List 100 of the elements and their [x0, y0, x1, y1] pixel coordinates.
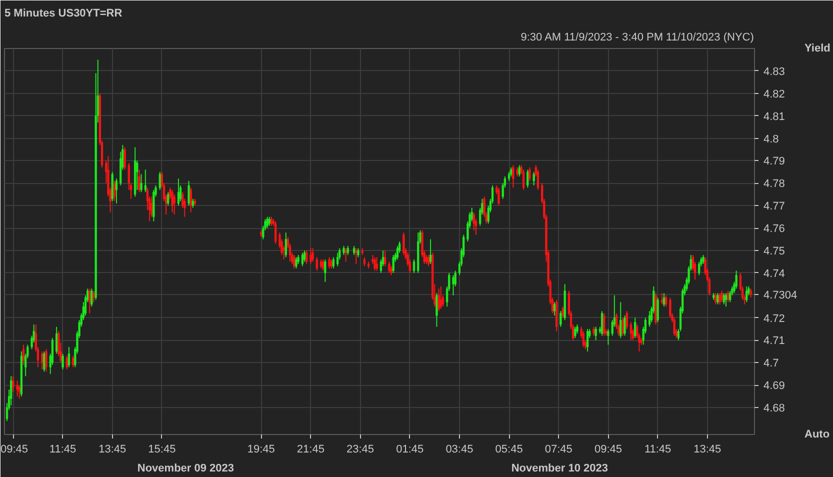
y-tick-label: 4.69: [764, 380, 785, 392]
x-tick-label: 09:45: [0, 444, 28, 456]
candlestick: [12, 376, 14, 392]
candlestick: [22, 344, 25, 366]
y-tick-label: 4.68: [764, 402, 785, 415]
x-tick-label: 19:45: [247, 444, 275, 456]
candlestick: [594, 326, 597, 341]
candlestick: [396, 245, 399, 260]
candlestick: [746, 286, 748, 303]
candlestick: [336, 252, 339, 267]
candlestick: [620, 302, 622, 338]
candlestick: [412, 258, 416, 274]
candlestick: [173, 194, 176, 216]
candlestick: [301, 252, 304, 267]
chart-subtitle: 9:30 AM 11/9/2023 - 3:40 PM 11/10/2023 (NYC): [520, 32, 754, 44]
candlestick: [140, 174, 142, 193]
candlestick: [726, 290, 730, 303]
candlestick: [284, 232, 287, 258]
candlestick: [574, 326, 576, 338]
candlestick: [138, 169, 140, 193]
candlestick: [512, 164, 514, 188]
y-tick-label: 4.71: [764, 335, 785, 348]
candlestick: [429, 238, 432, 264]
y-tick-label: 4.77: [764, 200, 785, 213]
candlestick: [190, 187, 192, 213]
y-tick-label: 4.79: [764, 156, 785, 168]
candlestick: [266, 216, 268, 229]
candlestick: [532, 171, 535, 186]
candlestick: [177, 178, 180, 206]
x-tick-label: 01:45: [396, 444, 424, 456]
candlestick: [648, 310, 651, 328]
candlestick: [718, 292, 721, 305]
candlestick: [624, 315, 626, 336]
y-tick-label: 4.8: [764, 133, 779, 146]
candlestick: [355, 248, 358, 264]
candlestick: [113, 180, 116, 202]
candlestick: [440, 286, 442, 310]
candlestick: [144, 169, 146, 193]
candlestick: [18, 384, 20, 400]
x-tick-label: 21:45: [296, 444, 324, 456]
candlestick: [427, 254, 430, 267]
candlestick: [664, 294, 668, 308]
candlestick: [344, 248, 347, 262]
candlestick: [669, 297, 672, 318]
candlestick: [324, 258, 326, 282]
candlestick: [603, 312, 606, 336]
text: November 09 2023: [137, 462, 234, 474]
candlestick: [310, 248, 312, 264]
candlestick: [72, 355, 74, 368]
x-tick-label: 13:45: [98, 444, 126, 456]
x-tick-label: 11:45: [49, 444, 76, 456]
text: November 10 2023: [511, 462, 608, 474]
x-tick-label: 09:45: [594, 444, 622, 456]
text: Auto: [804, 428, 830, 440]
candlestick: [45, 348, 48, 372]
candlestick: [720, 290, 723, 303]
candlestick: [136, 160, 138, 190]
candlestick: [626, 310, 628, 330]
y-tick-label: 4.7: [764, 358, 779, 370]
y-tick-label: 4.78: [764, 178, 785, 190]
candlestick: [167, 192, 170, 206]
candlestick: [498, 187, 500, 206]
candlestick: [714, 292, 717, 305]
y-tick-label: 4.83: [764, 66, 785, 78]
candlestick: [55, 326, 58, 354]
candlestick: [438, 288, 440, 312]
candlestick: [582, 330, 584, 348]
candlestick: [384, 250, 386, 267]
candlestick: [518, 164, 520, 177]
candlestick: [436, 292, 438, 328]
candlestick: [630, 322, 632, 341]
candlestick: [188, 180, 190, 206]
candlestick: [88, 288, 91, 314]
x-tick-label: 13:45: [694, 444, 722, 456]
candlestick: [328, 256, 330, 269]
x-tick-label: 15:45: [148, 444, 176, 456]
candlestick: [66, 355, 68, 370]
candlestick: [115, 178, 118, 204]
candlestick: [656, 297, 659, 323]
candlestick: [735, 270, 738, 290]
candlestick: [660, 292, 664, 305]
candlestick: [452, 274, 454, 296]
candlestick: [698, 261, 700, 276]
y-axis-title: Yield: [804, 42, 830, 54]
candlestick: [322, 258, 324, 272]
chart-title: 5 Minutes US30YT=RR: [4, 8, 122, 20]
x-tick-label: 23:45: [346, 444, 374, 456]
y-tick-label: 4.81: [764, 110, 785, 123]
candlestick: [528, 166, 531, 182]
candlestick: [716, 292, 719, 305]
candlestick: [274, 220, 277, 244]
x-tick-label: 03:45: [446, 444, 474, 456]
candlestick: [622, 317, 624, 336]
x-tick-label: 05:45: [495, 444, 523, 456]
y-tick-label: 4.82: [764, 88, 785, 100]
candlestick: [171, 189, 174, 213]
candlestick: [316, 256, 318, 272]
candlestick: [526, 169, 529, 188]
y-tick-label: 4.7304: [764, 289, 798, 302]
candlestick: [600, 310, 604, 336]
